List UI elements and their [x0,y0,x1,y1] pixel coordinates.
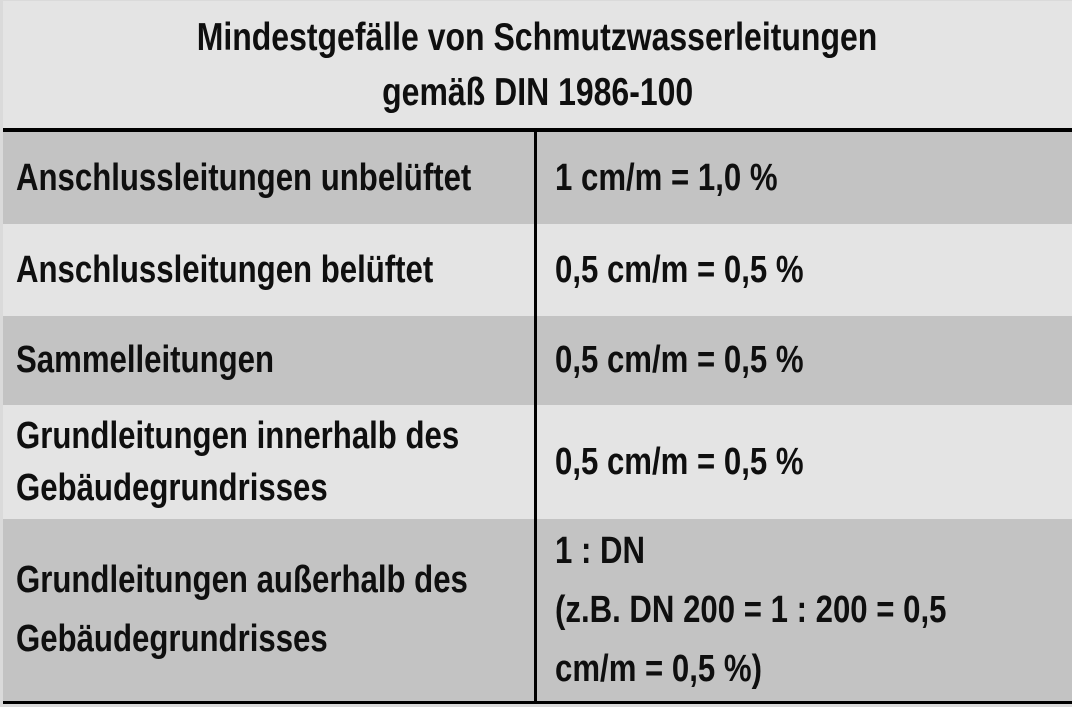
row-label-line: Grundleitungen außerhalb des [16,559,468,601]
row-label-cell: Sammelleitungen [3,316,537,405]
row-label: Anschlussleitungen unbelüftet [16,156,472,199]
table-bottom-rule [3,701,1072,704]
table-title-line-2: gemäß DIN 1986-100 [381,70,694,114]
table-row-anschlussleitungen-belueftet: Anschlussleitungen belüftet 0,5 cm/m = 0… [3,224,1072,316]
row-label-cell: Anschlussleitungen unbelüftet [3,132,537,224]
row-label-line: Gebäudegrundrisses [16,618,328,660]
table-row-grundleitungen-ausserhalb: Grundleitungen außerhalb des Gebäudegrun… [3,519,1072,701]
row-value-line: (z.B. DN 200 = 1 : 200 = 0,5 [555,588,947,631]
row-label: Anschlussleitungen belüftet [16,248,434,291]
row-value-cell: 1 : DN (z.B. DN 200 = 1 : 200 = 0,5 cm/m… [537,519,1072,701]
row-value-cell: 0,5 cm/m = 0,5 % [537,405,1072,519]
table-row-grundleitungen-innerhalb: Grundleitungen innerhalb des Gebäudegrun… [3,405,1072,519]
row-value: 0,5 cm/m = 0,5 % [555,248,804,291]
row-value-cell: 1 cm/m = 1,0 % [537,132,1072,224]
table-title-line-1: Mindestgefälle von Schmutzwasserleitunge… [197,15,878,59]
row-value-cell: 0,5 cm/m = 0,5 % [537,316,1072,405]
row-value: 0,5 cm/m = 0,5 % [555,440,804,483]
row-label-cell: Grundleitungen innerhalb des Gebäudegrun… [3,405,537,519]
row-value: 1 cm/m = 1,0 % [555,156,778,199]
table-header: Mindestgefälle von Schmutzwasserleitunge… [3,1,1072,128]
row-label-line: Grundleitungen innerhalb des [16,415,460,457]
row-label: Sammelleitungen [16,339,275,381]
table-row-anschlussleitungen-unbelueftet: Anschlussleitungen unbelüftet 1 cm/m = 1… [3,132,1072,224]
row-label-cell: Anschlussleitungen belüftet [3,224,537,316]
row-value-cell: 0,5 cm/m = 0,5 % [537,224,1072,316]
min-slope-table: Mindestgefälle von Schmutzwasserleitunge… [3,1,1072,704]
row-value-line: 1 : DN [555,529,646,572]
row-label-cell: Grundleitungen außerhalb des Gebäudegrun… [3,519,537,701]
row-label-line: Gebäudegrundrisses [16,467,328,509]
table-row-sammelleitungen: Sammelleitungen 0,5 cm/m = 0,5 % [3,316,1072,405]
row-value-line: cm/m = 0,5 %) [555,647,762,690]
header-divider-rule [3,128,1072,132]
row-value: 0,5 cm/m = 0,5 % [555,339,804,381]
